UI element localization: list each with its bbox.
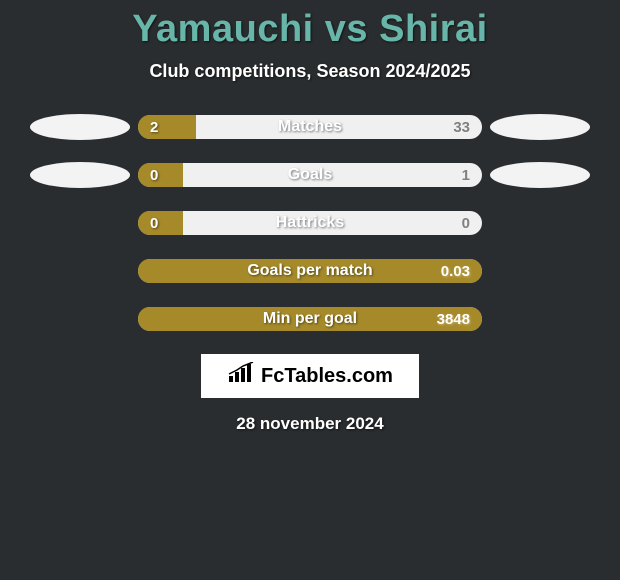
brand-logo[interactable]: FcTables.com xyxy=(201,354,419,398)
right-badge xyxy=(490,258,590,284)
subtitle: Club competitions, Season 2024/2025 xyxy=(0,61,620,82)
stat-right-value: 33 xyxy=(453,115,470,139)
stat-row: Goals per match0.03 xyxy=(0,258,620,284)
footer-date: 28 november 2024 xyxy=(0,414,620,434)
stat-row: Min per goal3848 xyxy=(0,306,620,332)
player-badge-icon xyxy=(490,114,590,140)
brand-text: FcTables.com xyxy=(261,365,393,388)
left-badge xyxy=(30,162,130,188)
player-badge-icon xyxy=(490,162,590,188)
stat-row: 0Goals1 xyxy=(0,162,620,188)
left-badge xyxy=(30,258,130,284)
stat-bar: 2Matches33 xyxy=(138,115,482,139)
stat-right-value: 3848 xyxy=(437,307,470,331)
stat-label: Matches xyxy=(138,115,482,139)
stat-label: Goals xyxy=(138,163,482,187)
stat-bar: 0Hattricks0 xyxy=(138,211,482,235)
stat-bar: 0Goals1 xyxy=(138,163,482,187)
left-badge xyxy=(30,210,130,236)
stat-row: 0Hattricks0 xyxy=(0,210,620,236)
page-title: Yamauchi vs Shirai xyxy=(0,0,620,51)
right-badge xyxy=(490,162,590,188)
stat-row: 2Matches33 xyxy=(0,114,620,140)
right-badge xyxy=(490,306,590,332)
stat-right-value: 1 xyxy=(462,163,470,187)
player-badge-icon xyxy=(30,114,130,140)
stat-right-value: 0 xyxy=(462,211,470,235)
stat-label: Min per goal xyxy=(138,307,482,331)
stat-bar: Min per goal3848 xyxy=(138,307,482,331)
stat-rows: 2Matches330Goals10Hattricks0Goals per ma… xyxy=(0,114,620,332)
stat-label: Hattricks xyxy=(138,211,482,235)
stat-right-value: 0.03 xyxy=(441,259,470,283)
right-badge xyxy=(490,210,590,236)
player-badge-icon xyxy=(30,162,130,188)
stat-bar: Goals per match0.03 xyxy=(138,259,482,283)
right-badge xyxy=(490,114,590,140)
left-badge xyxy=(30,306,130,332)
chart-icon xyxy=(227,362,255,390)
left-badge xyxy=(30,114,130,140)
stat-label: Goals per match xyxy=(138,259,482,283)
